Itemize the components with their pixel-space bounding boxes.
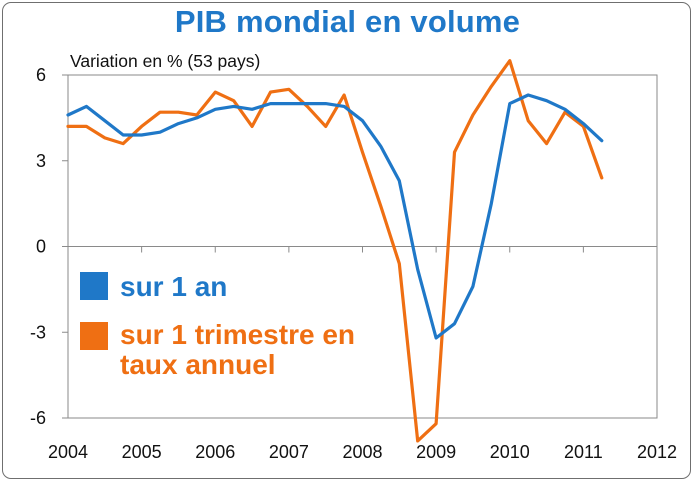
legend-swatch-series-2 xyxy=(80,322,108,350)
x-tick-label: 2008 xyxy=(342,442,382,462)
x-tick-label: 2009 xyxy=(416,442,456,462)
x-tick-label: 2004 xyxy=(48,442,88,462)
x-tick-label: 2007 xyxy=(269,442,309,462)
y-tick-label: 0 xyxy=(36,237,46,257)
legend-item-series-2: sur 1 trimestre en taux annuel xyxy=(80,320,370,380)
legend-swatch-series-1 xyxy=(80,272,108,300)
legend-label-series-2: sur 1 trimestre en taux annuel xyxy=(120,319,355,380)
series-line-1 xyxy=(66,93,604,340)
y-tick-label: -6 xyxy=(30,408,46,428)
x-tick-label: 2010 xyxy=(490,442,530,462)
y-tick-label: -3 xyxy=(30,322,46,342)
x-tick-label: 2012 xyxy=(637,442,677,462)
y-tick-label: 6 xyxy=(36,65,46,85)
y-tick-label: 3 xyxy=(36,151,46,171)
chart-title: PIB mondial en volume xyxy=(174,4,521,39)
chart-subtitle: Variation en % (53 pays) xyxy=(70,51,265,72)
series-line-2 xyxy=(66,59,604,443)
legend-label-series-1: sur 1 an xyxy=(120,271,228,302)
x-tick-label: 2011 xyxy=(564,442,603,462)
x-tick-label: 2005 xyxy=(122,442,162,462)
x-tick-label: 2006 xyxy=(195,442,235,462)
legend-item-series-1: sur 1 an xyxy=(80,272,227,302)
